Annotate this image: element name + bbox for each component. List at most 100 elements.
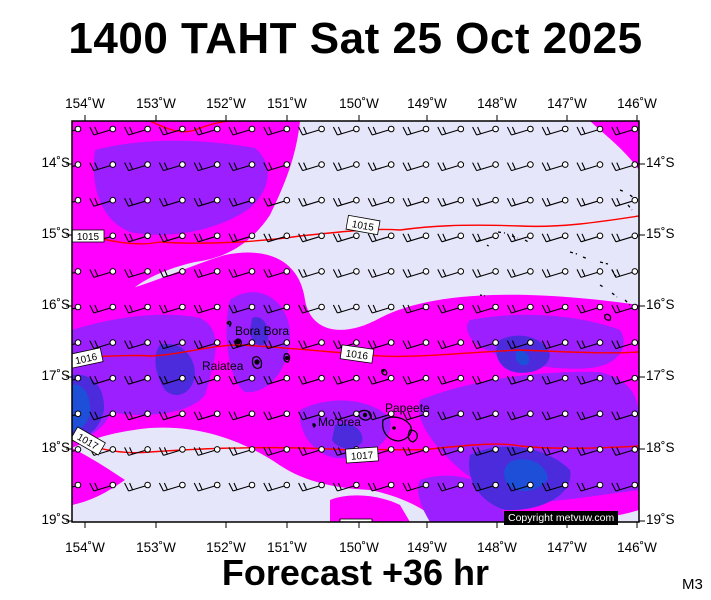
wind-barb bbox=[332, 196, 360, 207]
lon-label-bottom: 149˚W bbox=[407, 540, 447, 555]
wind-barb bbox=[228, 161, 256, 172]
wind-barb bbox=[89, 196, 117, 207]
wind-barb bbox=[228, 374, 256, 385]
place-label-papeete: Papeete bbox=[385, 401, 430, 415]
wind-barb bbox=[193, 339, 221, 350]
wind-barb bbox=[402, 268, 430, 278]
wind-barb bbox=[332, 410, 360, 421]
wind-barb bbox=[228, 196, 256, 207]
wind-barb bbox=[298, 374, 325, 385]
lon-label-top: 148˚W bbox=[477, 96, 517, 111]
isobar-label-bottom: 1016 bbox=[339, 518, 373, 533]
lon-label-top: 149˚W bbox=[407, 96, 447, 111]
lon-label-top: 153˚W bbox=[136, 96, 176, 111]
wind-barb bbox=[228, 339, 256, 350]
wind-barb bbox=[193, 161, 221, 172]
lon-label-top: 152˚W bbox=[206, 96, 246, 111]
wind-barb bbox=[124, 303, 151, 314]
atoll-mataiva bbox=[479, 294, 486, 297]
wind-barb bbox=[193, 125, 221, 136]
wind-barb bbox=[298, 196, 325, 207]
wind-barb bbox=[367, 339, 395, 350]
wind-barb bbox=[472, 196, 499, 207]
wind-barb bbox=[332, 161, 360, 172]
lat-label-left: 14˚S bbox=[41, 155, 70, 170]
wind-barb bbox=[541, 339, 569, 350]
wind-barb bbox=[228, 481, 256, 492]
lat-label-right: 14˚S bbox=[646, 155, 675, 170]
wind-barb bbox=[576, 125, 604, 136]
wind-barb bbox=[402, 410, 430, 421]
wind-barb bbox=[611, 446, 639, 456]
wind-barb bbox=[298, 339, 325, 350]
wind-barb bbox=[193, 232, 221, 243]
wind-barb bbox=[332, 125, 360, 136]
wind-barb bbox=[541, 268, 569, 278]
wind-barb bbox=[611, 374, 639, 385]
lon-label-bottom: 154˚W bbox=[65, 540, 105, 555]
wind-barb bbox=[576, 410, 604, 421]
place-label-bora-bora: Bora Bora bbox=[235, 324, 289, 338]
wind-barb bbox=[193, 374, 221, 385]
wind-barb bbox=[89, 410, 117, 421]
wind-barb bbox=[437, 410, 465, 421]
wind-barb bbox=[611, 268, 639, 278]
wind-barb bbox=[158, 303, 186, 314]
wind-barb bbox=[576, 303, 604, 314]
wind-barb bbox=[332, 481, 360, 492]
wind-barb bbox=[402, 232, 430, 243]
isobar-label-1015-north: 1015 bbox=[345, 214, 381, 236]
map-title: 1400 TAHT Sat 25 Oct 2025 bbox=[68, 14, 643, 63]
wind-barbs bbox=[72, 125, 639, 492]
wind-barb bbox=[263, 410, 291, 421]
lon-label-top: 147˚W bbox=[547, 96, 587, 111]
lon-label-bottom: 152˚W bbox=[206, 540, 246, 555]
lon-label-top: 150˚W bbox=[339, 96, 379, 111]
wind-barb bbox=[367, 268, 395, 278]
wind-barb bbox=[124, 196, 151, 207]
wind-barb bbox=[402, 125, 430, 136]
wind-barb bbox=[263, 339, 291, 350]
wind-barb bbox=[193, 196, 221, 207]
wind-barb bbox=[228, 232, 256, 243]
wind-barb bbox=[611, 196, 639, 207]
wind-barb bbox=[576, 374, 604, 385]
lat-label-left: 17˚S bbox=[41, 368, 70, 383]
wind-barb bbox=[332, 268, 360, 278]
island-raiatea bbox=[251, 356, 263, 370]
atoll-fakarava bbox=[619, 189, 635, 211]
wind-barb bbox=[193, 446, 221, 456]
wind-barb bbox=[541, 196, 569, 207]
wind-barb bbox=[437, 374, 465, 385]
atoll-kauehi bbox=[599, 284, 631, 306]
isobar-label-text: 1017 bbox=[351, 450, 374, 463]
wind-barb bbox=[437, 339, 465, 350]
wind-barb bbox=[541, 161, 569, 172]
isobar-1016 bbox=[72, 344, 639, 358]
lat-label-left: 19˚S bbox=[41, 512, 70, 527]
wind-barb bbox=[541, 446, 569, 456]
wind-barb bbox=[158, 410, 186, 421]
wind-barb bbox=[506, 446, 534, 456]
wind-barb bbox=[576, 196, 604, 207]
lon-label-bottom: 146˚W bbox=[617, 540, 657, 555]
wind-barb bbox=[263, 268, 291, 278]
wind-barb bbox=[193, 268, 221, 278]
isobar-label-1015-west: 1015 bbox=[72, 229, 105, 243]
wind-barb bbox=[437, 446, 465, 456]
lat-label-left: 16˚S bbox=[41, 297, 70, 312]
wind-barb bbox=[89, 268, 117, 278]
wind-barb bbox=[472, 161, 499, 172]
isobar-label-text: 1016 bbox=[345, 522, 368, 533]
wind-barb bbox=[367, 303, 395, 314]
wind-barb bbox=[472, 410, 499, 421]
wind-barb bbox=[437, 196, 465, 207]
rain-extreme-area bbox=[72, 350, 548, 491]
wind-barb bbox=[124, 446, 151, 456]
wind-barb bbox=[124, 410, 151, 421]
wind-barb bbox=[89, 303, 117, 314]
isobar-label-text: 1015 bbox=[77, 232, 100, 243]
isobar-label-text: 1015 bbox=[351, 219, 375, 234]
wind-barb bbox=[472, 481, 499, 492]
